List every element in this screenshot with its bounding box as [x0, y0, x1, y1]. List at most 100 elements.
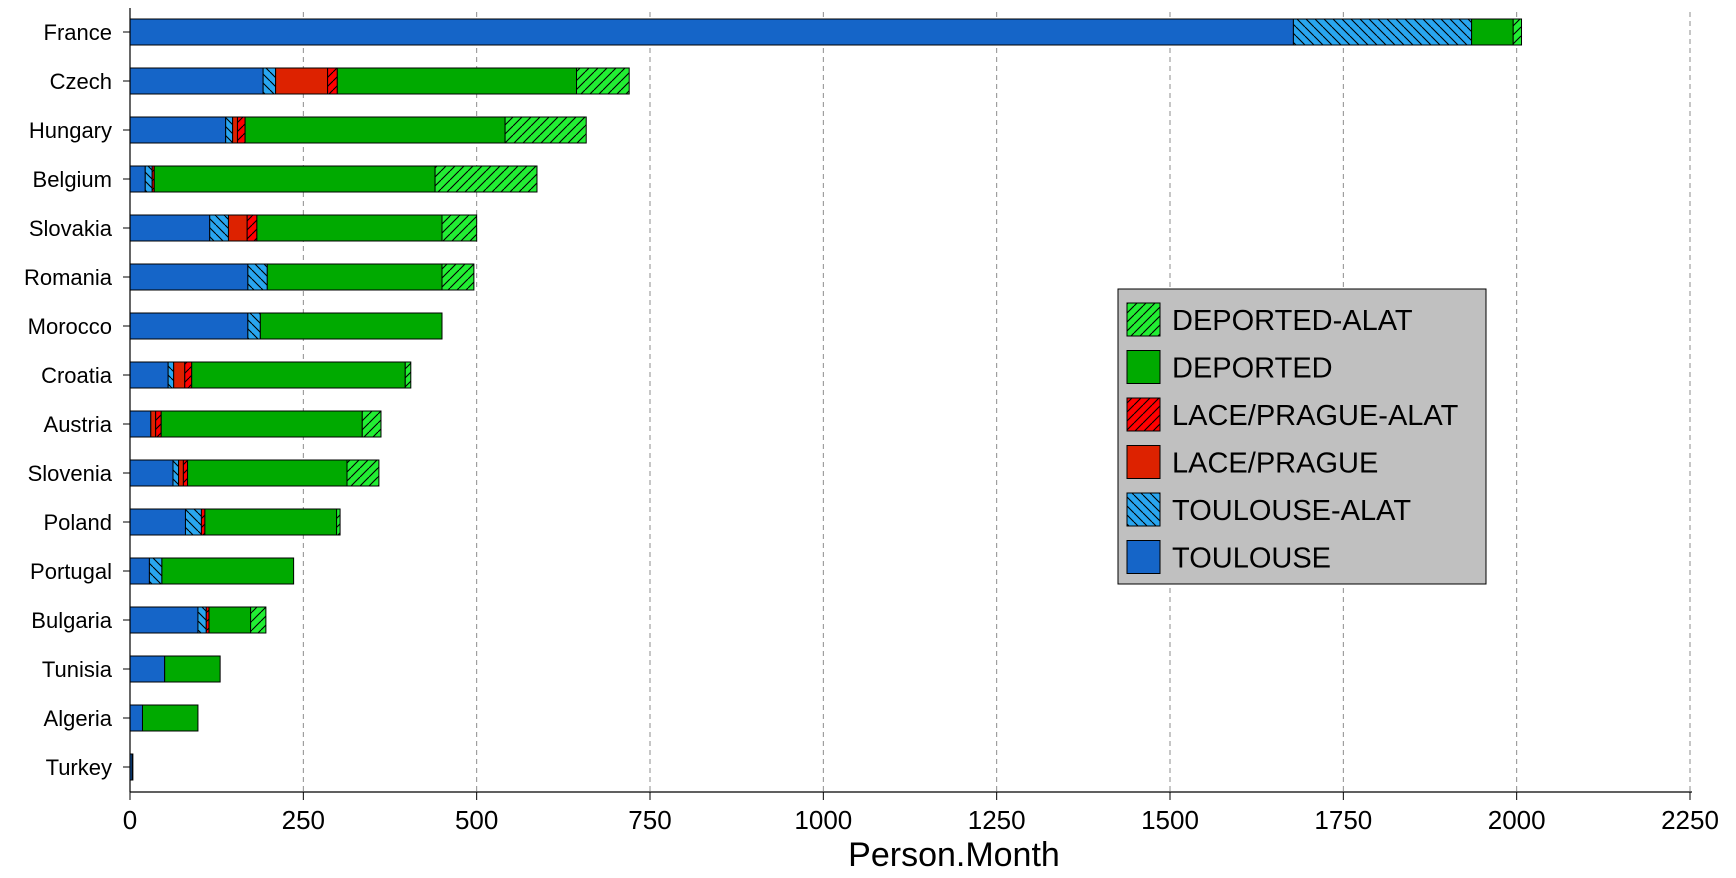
bar-croatia-toulouse-fill [130, 362, 168, 388]
bar-morocco-toulouse-alat [248, 313, 260, 339]
bar-slovenia-toulouse [130, 460, 173, 486]
bar-portugal-toulouse [130, 558, 149, 584]
bar-slovenia-lace-prague-alat [183, 460, 187, 486]
x-tick-label-750: 750 [628, 805, 671, 835]
legend-swatch-hatch [1127, 493, 1160, 526]
x-axis-title: Person.Month [848, 836, 1060, 874]
bar-croatia-lace-prague-alat-hatch [185, 362, 192, 388]
legend-label-deported-alat: DEPORTED-ALAT [1172, 305, 1413, 337]
legend-swatch-toulouse-alat [1127, 493, 1160, 526]
bar-poland-deported-alat-hatch [337, 509, 340, 535]
bar-austria-toulouse-fill [130, 411, 151, 437]
x-tick-label-250: 250 [282, 805, 325, 835]
bar-croatia-deported-alat [405, 362, 411, 388]
bar-austria-toulouse [130, 411, 151, 437]
x-tick-label-1500: 1500 [1141, 805, 1199, 835]
bar-slovenia-deported-alat-hatch [347, 460, 379, 486]
bar-czech-lace-prague-alat [328, 68, 338, 94]
bar-slovenia-deported [188, 460, 347, 486]
bar-croatia-deported [192, 362, 406, 388]
bar-bulgaria-toulouse [130, 607, 198, 633]
bar-morocco-deported [260, 313, 442, 339]
bar-hungary-toulouse-alat-hatch [226, 117, 233, 143]
bar-austria-deported [161, 411, 362, 437]
legend-label-lace-prague-alat: LACE/PRAGUE-ALAT [1172, 400, 1459, 432]
legend-swatch-deported [1127, 351, 1160, 384]
bar-croatia-toulouse [130, 362, 168, 388]
bar-france-toulouse-alat [1293, 19, 1471, 45]
category-label-slovakia: Slovakia [29, 216, 113, 241]
legend-swatch-hatch [1127, 303, 1160, 336]
bar-belgium-deported-alat [435, 166, 537, 192]
bar-croatia-deported-fill [192, 362, 406, 388]
bar-portugal-toulouse-alat [149, 558, 161, 584]
legend-swatch-hatch [1127, 398, 1160, 431]
bar-czech-lace-prague-alat-hatch [328, 68, 338, 94]
bar-belgium-deported-alat-hatch [435, 166, 537, 192]
x-tick-label-2000: 2000 [1488, 805, 1546, 835]
bar-austria-lace-prague-alat-hatch [156, 411, 162, 437]
legend-swatch-deported-alat [1127, 303, 1160, 336]
category-label-morocco: Morocco [28, 314, 112, 339]
category-label-austria: Austria [44, 412, 113, 437]
bar-turkey-toulouse-alat-hatch [132, 754, 133, 780]
bar-portugal-deported [162, 558, 294, 584]
legend-label-deported: DEPORTED [1172, 353, 1333, 385]
bar-belgium-toulouse [130, 166, 145, 192]
x-tick-label-2250: 2250 [1661, 805, 1719, 835]
bar-austria-deported-alat-hatch [362, 411, 381, 437]
bar-austria-deported-fill [161, 411, 362, 437]
bar-bulgaria-toulouse-alat-hatch [198, 607, 206, 633]
bar-czech-deported-alat-hatch [577, 68, 630, 94]
category-label-croatia: Croatia [41, 363, 113, 388]
bar-tunisia-toulouse-fill [130, 656, 165, 682]
bar-slovenia-toulouse-alat [173, 460, 179, 486]
bar-romania-deported-alat [442, 264, 474, 290]
bar-czech-deported [337, 68, 576, 94]
legend-swatch-toulouse [1127, 541, 1160, 574]
category-label-poland: Poland [43, 510, 112, 535]
bar-slovakia-deported-alat [442, 215, 477, 241]
bar-slovenia-lace-prague [179, 460, 184, 486]
bar-poland-toulouse-alat-hatch [185, 509, 201, 535]
bar-morocco-toulouse-fill [130, 313, 248, 339]
legend-label-toulouse-alat: TOULOUSE-ALAT [1172, 495, 1411, 527]
bar-poland-toulouse-alat [185, 509, 201, 535]
legend-label-lace-prague: LACE/PRAGUE [1172, 448, 1378, 480]
bar-hungary-deported-fill [245, 117, 505, 143]
bar-slovakia-deported-alat-hatch [442, 215, 477, 241]
category-labels: France Czech Hungary Belgium Slovakia Romania… [24, 20, 113, 780]
category-label-tunisia: Tunisia [42, 657, 113, 682]
x-tick-labels: 0 250 500 750 1000 1250 1500 1750 2000 2250 [123, 805, 1719, 835]
bar-algeria-toulouse [130, 705, 142, 731]
category-label-algeria: Algeria [44, 706, 113, 731]
bar-france-toulouse-fill [130, 19, 1293, 45]
x-tick-label-1250: 1250 [968, 805, 1026, 835]
bar-france-toulouse [130, 19, 1293, 45]
bar-poland-deported-alat [337, 509, 340, 535]
bar-slovakia-toulouse-alat [210, 215, 229, 241]
category-label-belgium: Belgium [33, 167, 112, 192]
bar-slovenia-toulouse-alat-hatch [173, 460, 179, 486]
bar-tunisia-deported-fill [165, 656, 220, 682]
bar-slovenia-deported-alat [347, 460, 379, 486]
bar-hungary-toulouse-alat [226, 117, 233, 143]
bar-poland-lace-prague-alat [201, 509, 204, 535]
bar-bulgaria-deported-alat-hatch [251, 607, 266, 633]
bar-hungary-toulouse [130, 117, 226, 143]
bar-czech-toulouse-fill [130, 68, 263, 94]
bar-bulgaria-deported [209, 607, 251, 633]
bar-algeria-toulouse-fill [130, 705, 142, 731]
bar-czech-lace-prague-fill [276, 68, 328, 94]
bar-croatia-lace-prague-alat [185, 362, 192, 388]
bar-croatia-deported-alat-hatch [405, 362, 411, 388]
bar-romania-deported [267, 264, 442, 290]
category-label-slovenia: Slovenia [28, 461, 113, 486]
bar-czech-toulouse [130, 68, 263, 94]
bar-czech-toulouse-alat [263, 68, 275, 94]
x-tick-label-0: 0 [123, 805, 137, 835]
bar-belgium-toulouse-alat-hatch [145, 166, 152, 192]
bar-czech-lace-prague [276, 68, 328, 94]
bar-slovenia-deported-fill [188, 460, 347, 486]
